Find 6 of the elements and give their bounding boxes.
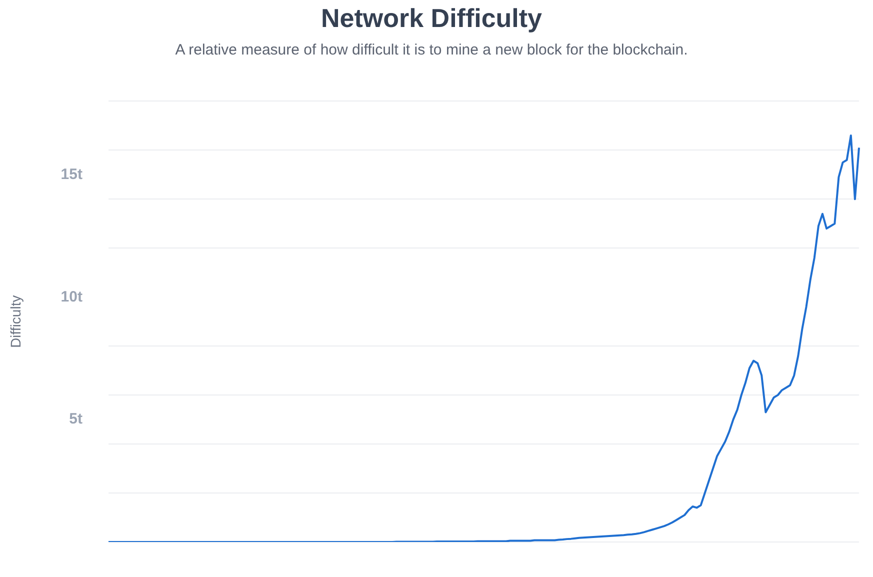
y-tick-label: 5t bbox=[69, 410, 82, 428]
y-tick-label: 10t bbox=[60, 288, 82, 306]
chart-subtitle: A relative measure of how difficult it is to mine a new block for the blockchain. bbox=[175, 41, 688, 58]
y-tick-label: 15t bbox=[60, 166, 82, 183]
chart-title: Network Difficulty bbox=[320, 2, 543, 33]
y-axis-title: Difficulty bbox=[7, 295, 24, 348]
